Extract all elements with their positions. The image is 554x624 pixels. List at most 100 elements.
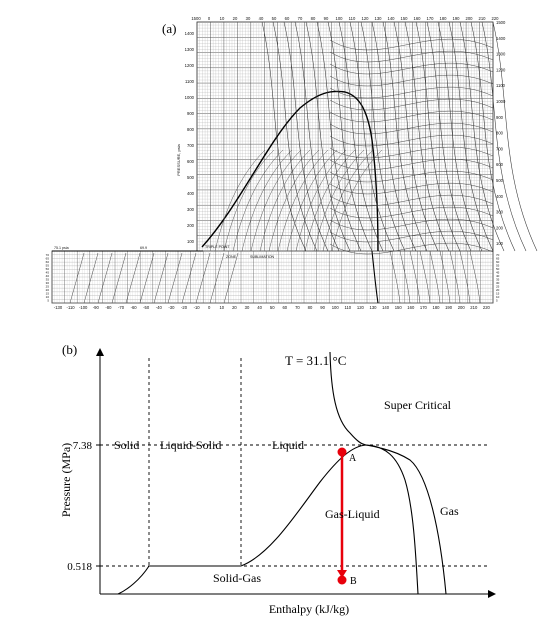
left-tick-label: 30 (46, 281, 50, 285)
lower-line (409, 250, 421, 304)
bottom-tick-label: 180 (433, 305, 441, 310)
isentrope-line (329, 147, 494, 159)
point-a-marker (337, 447, 347, 457)
isotherm-line (371, 21, 417, 252)
isentrope-line (329, 87, 494, 99)
right-tick-label: 900 (496, 115, 504, 120)
left-tick-label: 100 (187, 239, 195, 244)
isotherm-line (327, 21, 373, 252)
isotherm-line (415, 21, 461, 252)
top-tick-label: 190 (453, 16, 461, 21)
isentrope-line (329, 39, 494, 51)
chart-a-annotation: 69.9 (140, 246, 147, 250)
lower-line (429, 250, 441, 304)
y-axis-title: Pressure (MPa) (59, 443, 73, 517)
chart-a-annotation: ZONE (226, 255, 237, 259)
region-gas: Gas (440, 504, 459, 518)
left-tick-label: 10 (46, 295, 50, 299)
top-tick-label: 150 (401, 16, 409, 21)
lower-line (389, 250, 401, 304)
critical-isotherm (329, 351, 447, 595)
left-tick-label: 600 (187, 159, 195, 164)
sublimation-curve (117, 565, 241, 595)
left-tick-label: 700 (187, 143, 195, 148)
chart-a-grid (51, 21, 494, 304)
isentrope-line (329, 219, 494, 231)
top-tick-label: 70 (298, 16, 303, 21)
right-tick-label: 45 (496, 271, 500, 275)
bottom-tick-label: 0 (208, 305, 211, 310)
bottom-tick-label: -20 (181, 305, 188, 310)
right-tick-label: 200 (496, 225, 504, 230)
lower-line (469, 250, 481, 304)
right-tick-label: 600 (496, 162, 504, 167)
left-tick-label: 55 (46, 264, 50, 268)
left-tick-label: 25 (46, 285, 50, 289)
quality-line (304, 149, 356, 252)
quality-line (223, 149, 275, 252)
top-tick-label: 1500 (191, 16, 201, 21)
right-tick-label: 400 (496, 194, 504, 199)
bottom-tick-label: 60 (282, 305, 287, 310)
isentrope-line (329, 63, 494, 75)
process-arrow-head (337, 570, 347, 578)
isentrope-line (329, 171, 494, 183)
right-tick-label: 700 (496, 146, 504, 151)
lower-line (153, 252, 169, 304)
right-tick-label: 5 (496, 299, 498, 303)
bottom-tick-label: 210 (470, 305, 478, 310)
bottom-tick-label: 140 (382, 305, 390, 310)
right-tick-label: 800 (496, 131, 504, 136)
lower-line (125, 252, 141, 304)
bottom-tick-label: 200 (458, 305, 466, 310)
isentrope-line (329, 111, 494, 123)
isotherm-line (360, 21, 406, 252)
quality-line (241, 149, 293, 252)
lower-line (419, 250, 431, 304)
bottom-tick-label: 50 (270, 305, 275, 310)
chart-a-labels: 1500 0 10 20 30 40 50 60 70 80 90 100 110 120 130 140 15… (46, 16, 506, 310)
quality-line (331, 149, 383, 252)
left-tick-label: 20 (46, 288, 50, 292)
right-tick-label: 70 (496, 253, 500, 257)
top-tick-label: 180 (440, 16, 448, 21)
right-tick-label: 1500 (496, 20, 506, 25)
quality-line (259, 149, 311, 252)
isentrope-line (329, 159, 494, 171)
isotherm-line (261, 21, 307, 252)
point-b-label: B (350, 576, 357, 587)
left-tick-label: 70 (46, 253, 50, 257)
top-tick-label: 140 (388, 16, 396, 21)
top-tick-label: 210 (479, 16, 487, 21)
right-tick-label: 35 (496, 278, 500, 282)
bottom-tick-label: 80 (308, 305, 313, 310)
right-tick-label: 1400 (496, 36, 506, 41)
lower-line (97, 252, 113, 304)
isentrope-line (329, 243, 494, 255)
isotherm-line (349, 21, 395, 252)
chart-a-annotation: 75.1 psia (54, 246, 69, 250)
saturation-lower-a (371, 250, 379, 304)
isotherm-line (382, 21, 428, 252)
right-tick-label: 20 (496, 288, 500, 292)
right-tick-label: 30 (496, 281, 500, 285)
left-tick-label: 500 (187, 175, 195, 180)
quality-line (313, 149, 365, 252)
chart-a-annotation: SUBLIMATION (250, 255, 274, 259)
region-liquid-solid: Liquid-Solid (160, 438, 221, 452)
top-tick-label: 80 (311, 16, 316, 21)
left-tick-label: 60 (46, 260, 50, 264)
quality-line (232, 149, 284, 252)
bottom-tick-label: 170 (420, 305, 428, 310)
isotherm-line (316, 21, 362, 252)
bottom-tick-label: -80 (105, 305, 112, 310)
quality-line (277, 149, 329, 252)
bottom-tick-label: 150 (395, 305, 403, 310)
lower-line (167, 252, 183, 304)
left-tick-label: 50 (46, 267, 50, 271)
lower-line (223, 252, 239, 304)
left-tick-label: 800 (187, 127, 195, 132)
right-tick-label: 1300 (496, 52, 506, 57)
bottom-tick-label: 10 (219, 305, 224, 310)
